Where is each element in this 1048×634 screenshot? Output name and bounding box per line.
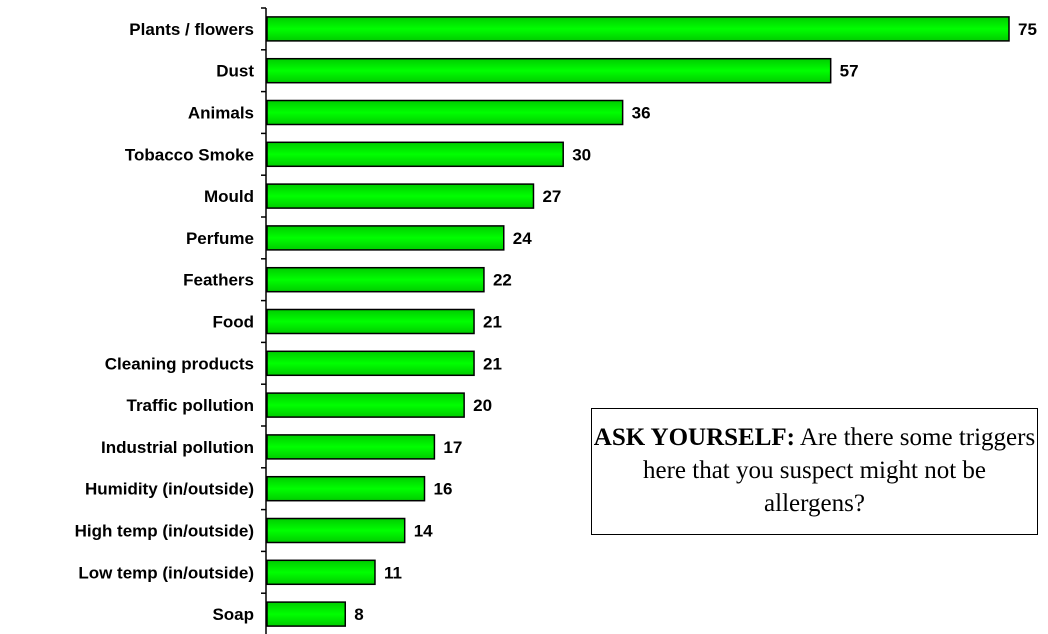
category-label: Plants / flowers — [129, 20, 254, 39]
value-label: 24 — [513, 229, 532, 248]
bar — [266, 559, 376, 586]
bar — [266, 475, 426, 502]
category-label: Dust — [216, 62, 254, 81]
bar — [266, 308, 475, 335]
callout-heading: ASK YOURSELF: — [593, 424, 795, 451]
value-label: 22 — [493, 271, 512, 290]
value-label: 17 — [443, 438, 462, 457]
y-axis-ticks — [261, 7, 266, 594]
bar — [266, 141, 564, 168]
bar — [266, 99, 624, 126]
value-label: 14 — [414, 522, 433, 541]
bar — [266, 392, 465, 418]
category-label: Humidity (in/outside) — [85, 480, 254, 499]
category-label: Industrial pollution — [101, 438, 254, 457]
value-label: 21 — [483, 313, 502, 332]
value-label: 20 — [473, 396, 492, 415]
bar — [266, 517, 406, 544]
category-label: Low temp (in/outside) — [78, 563, 254, 582]
ask-yourself-callout: ASK YOURSELF: Are there some triggers he… — [591, 408, 1038, 535]
category-label: Cleaning products — [105, 354, 254, 373]
bar — [266, 266, 485, 293]
bar — [266, 350, 475, 377]
value-label: 8 — [354, 605, 363, 624]
value-label: 21 — [483, 354, 502, 373]
category-label: Soap — [212, 605, 254, 624]
bar — [266, 57, 832, 84]
category-label: Traffic pollution — [127, 396, 255, 415]
bars-group: Plants / flowers 75 Dust 57 Animals 36 Tobacco… — [75, 16, 1037, 627]
value-label: 57 — [840, 62, 859, 81]
bar — [266, 225, 505, 251]
category-label: Mould — [204, 187, 254, 206]
category-label: Perfume — [186, 229, 254, 248]
bar — [266, 183, 535, 209]
value-label: 30 — [572, 145, 591, 164]
category-label: Food — [212, 313, 254, 332]
bar — [266, 601, 347, 627]
value-label: 11 — [384, 563, 402, 582]
bar — [266, 16, 1010, 42]
bar — [266, 434, 436, 460]
category-label: Feathers — [183, 271, 254, 290]
category-label: Animals — [188, 104, 254, 123]
callout-text: Are there some triggers here that you su… — [643, 424, 1036, 517]
value-label: 36 — [632, 104, 651, 123]
category-label: Tobacco Smoke — [125, 145, 254, 164]
value-label: 27 — [542, 187, 561, 206]
value-label: 75 — [1018, 20, 1037, 39]
category-label: High temp (in/outside) — [75, 522, 254, 541]
value-label: 16 — [434, 480, 453, 499]
